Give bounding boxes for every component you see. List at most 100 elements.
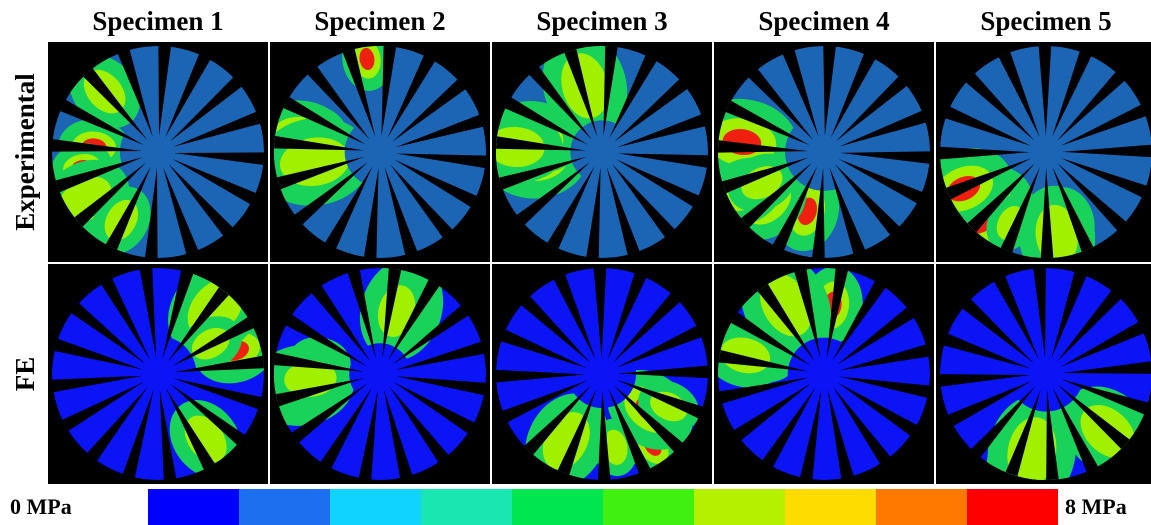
slit xyxy=(1057,65,1132,141)
slit xyxy=(607,268,651,360)
panel xyxy=(492,42,712,262)
slit xyxy=(597,389,612,480)
disc xyxy=(52,46,264,258)
colorbar-min-label: 0 MPa xyxy=(10,494,72,519)
slit xyxy=(159,389,178,480)
colorbar-swatch xyxy=(421,489,512,525)
slit xyxy=(839,151,930,165)
slit xyxy=(275,92,366,145)
slit xyxy=(171,312,262,367)
slit xyxy=(1040,167,1055,258)
slit xyxy=(757,387,816,475)
slit xyxy=(1061,143,1151,158)
disc xyxy=(496,268,708,480)
disc xyxy=(496,46,708,258)
slit xyxy=(52,95,144,145)
slit xyxy=(617,111,708,148)
disc xyxy=(274,46,486,258)
slit xyxy=(496,325,588,369)
slit xyxy=(553,388,597,480)
slit xyxy=(940,330,1031,369)
slit xyxy=(1053,388,1103,480)
slit xyxy=(584,167,601,258)
slit xyxy=(617,153,708,170)
slit xyxy=(829,167,869,258)
slit xyxy=(791,268,821,359)
stress-blob xyxy=(1007,417,1057,480)
slit xyxy=(612,164,681,245)
slit xyxy=(1060,100,1151,146)
slit xyxy=(826,268,851,359)
slit xyxy=(163,167,202,258)
slit xyxy=(606,167,643,258)
slit xyxy=(382,268,404,359)
slit xyxy=(52,137,143,152)
slit xyxy=(172,159,264,209)
disc xyxy=(274,268,486,480)
slit xyxy=(837,301,922,365)
slit xyxy=(381,46,398,137)
slit xyxy=(718,96,810,146)
disc-center xyxy=(787,337,861,411)
colorbar-swatch xyxy=(876,489,967,525)
slit xyxy=(517,385,591,462)
slit xyxy=(823,46,837,137)
slit xyxy=(162,268,197,359)
slit xyxy=(114,46,153,137)
disc-center xyxy=(570,120,634,184)
slit xyxy=(52,375,143,394)
slit xyxy=(395,338,486,371)
slit xyxy=(1060,317,1151,367)
colorbar-max-label: 8 MPa xyxy=(1065,494,1127,519)
slit xyxy=(387,47,440,138)
panel xyxy=(714,42,934,262)
slit xyxy=(388,271,445,361)
slit xyxy=(54,381,145,436)
slit xyxy=(158,46,173,137)
slit xyxy=(138,268,157,359)
slit xyxy=(940,146,1031,161)
colorbar-swatch xyxy=(330,489,421,525)
slit xyxy=(173,378,264,413)
slit xyxy=(394,159,485,212)
slit xyxy=(81,386,149,469)
disc-center xyxy=(119,113,197,191)
slit xyxy=(561,46,598,137)
slit xyxy=(613,286,687,363)
slit xyxy=(718,157,809,197)
slit xyxy=(287,162,368,231)
disc-center xyxy=(344,116,416,188)
slit xyxy=(1057,384,1137,456)
slit xyxy=(52,157,143,196)
slit xyxy=(1002,389,1041,480)
slit xyxy=(779,46,819,137)
slit xyxy=(496,369,587,384)
slit xyxy=(1057,163,1133,238)
slit xyxy=(356,389,378,480)
slit xyxy=(718,139,809,153)
stress-blob xyxy=(359,47,375,70)
slit xyxy=(339,46,376,137)
column-title: Specimen 1 xyxy=(92,6,223,36)
panel xyxy=(270,264,490,484)
slit xyxy=(603,46,620,137)
panel xyxy=(936,42,1151,262)
column-title: Specimen 2 xyxy=(314,6,445,36)
slit xyxy=(392,299,476,365)
slit xyxy=(996,166,1041,258)
slit xyxy=(835,70,914,142)
slit xyxy=(940,381,1032,431)
slit xyxy=(1046,389,1060,480)
disc xyxy=(52,268,264,480)
slit xyxy=(1056,283,1128,363)
slit xyxy=(277,309,367,366)
disc-center xyxy=(785,113,863,191)
row-label: FE xyxy=(10,357,40,392)
slit xyxy=(173,108,264,147)
colorbar-swatch xyxy=(967,489,1058,525)
slit xyxy=(395,376,486,398)
slit xyxy=(63,297,146,365)
slit xyxy=(768,166,818,258)
slit xyxy=(274,350,365,372)
slit xyxy=(344,268,377,359)
